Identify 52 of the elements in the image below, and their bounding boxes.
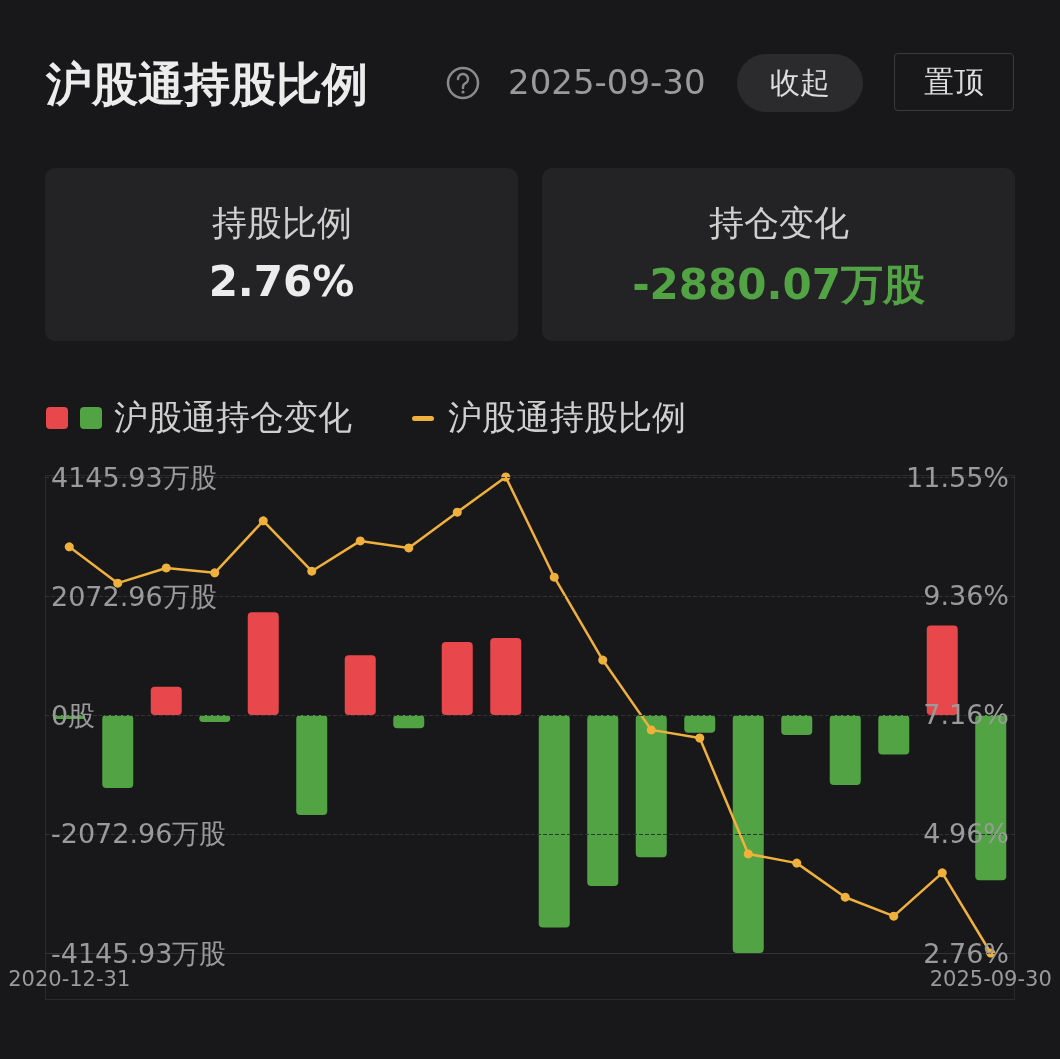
bar: [635, 715, 667, 858]
bar: [490, 638, 522, 715]
y-tick-label: 2072.96万股: [51, 580, 217, 612]
point: [792, 858, 802, 868]
point: [64, 542, 74, 552]
bar: [684, 715, 716, 733]
bar: [732, 715, 764, 953]
chart-title: 沪股通持股比例: [46, 56, 368, 113]
bar: [781, 715, 813, 736]
point: [355, 536, 365, 546]
text: 收起: [737, 54, 863, 112]
bar: [441, 642, 473, 715]
text: 持股比例: [210, 202, 353, 245]
legend-label: 沪股通持仓变化: [114, 396, 352, 439]
y2-tick-label: 9.36%: [923, 580, 1009, 612]
bar: [296, 715, 328, 815]
bar: [587, 715, 619, 887]
point: [258, 516, 268, 526]
bar: [829, 715, 861, 786]
text: 2.76%: [207, 257, 356, 306]
point: [646, 725, 656, 735]
bar: [247, 612, 279, 715]
point: [743, 849, 753, 859]
point: [452, 507, 462, 517]
text: 置顶: [894, 53, 1014, 111]
bar: [393, 715, 425, 729]
point: [549, 572, 559, 582]
point: [404, 543, 414, 553]
bar: [878, 715, 910, 755]
x-tick-label: 2020-12-31: [8, 966, 131, 991]
y2-tick-label: 11.55%: [906, 461, 1009, 493]
y-tick-label: -2072.96万股: [51, 818, 227, 850]
chart-subtitle: 2025-09-30: [508, 62, 706, 102]
point: [598, 655, 608, 665]
legend-label: 沪股通持股比例: [448, 396, 686, 439]
point: [889, 911, 899, 921]
bar: [150, 686, 182, 715]
y-tick-label: 4145.93万股: [51, 461, 217, 493]
bar: [538, 715, 570, 928]
point: [307, 566, 317, 576]
bar: [102, 715, 134, 788]
point: [937, 868, 947, 878]
text: 持仓变化: [707, 202, 850, 245]
y-tick-label: -4145.93万股: [51, 937, 227, 969]
text: -2880.07万股: [631, 259, 926, 311]
point: [210, 568, 220, 578]
bar: [199, 715, 231, 722]
point: [695, 733, 705, 743]
y2-tick-label: 2.76%: [923, 937, 1009, 969]
bar: [344, 655, 376, 715]
point: [161, 563, 171, 573]
point: [840, 892, 850, 902]
